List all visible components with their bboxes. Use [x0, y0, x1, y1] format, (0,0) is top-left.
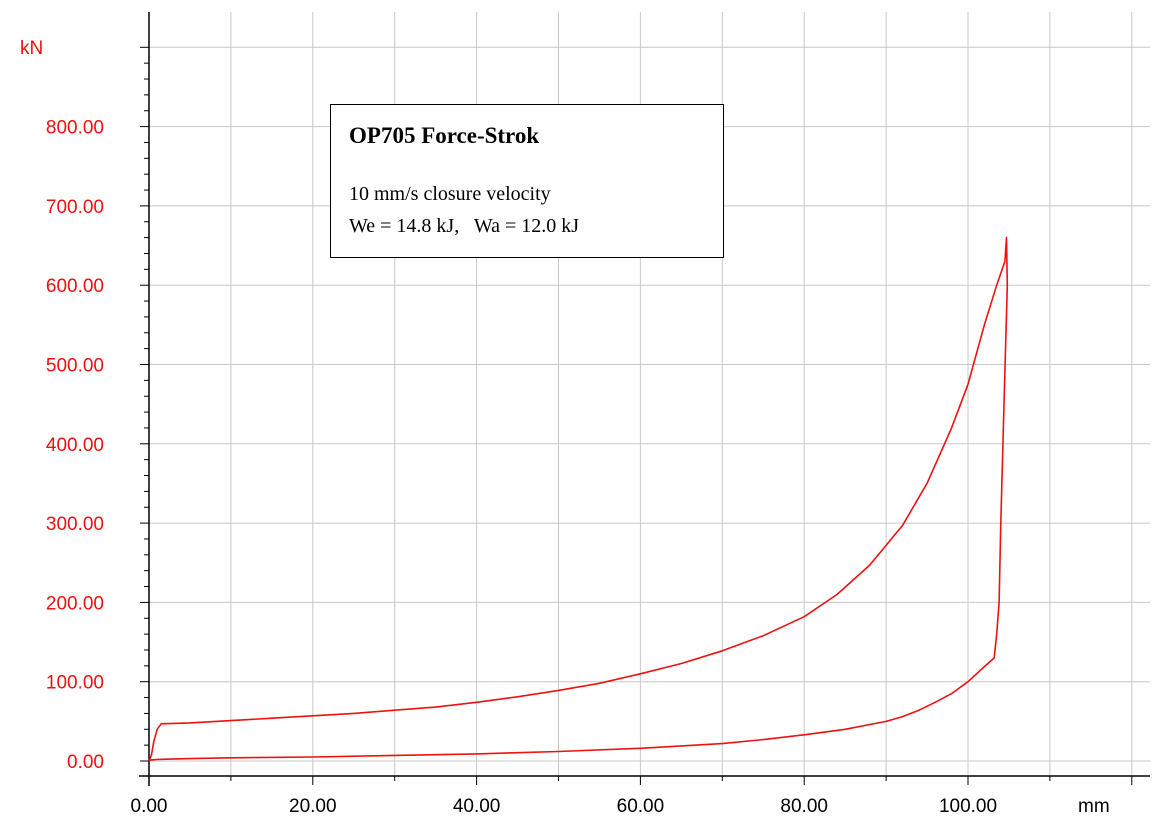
y-tick-label: 400.00: [46, 435, 104, 456]
series-group: [148, 236, 1009, 762]
y-tick-label: 200.00: [46, 593, 104, 614]
axes: [139, 12, 1150, 786]
x-tick-labels: 0.00 20.00 40.00 60.00 80.00 100.00: [131, 796, 998, 817]
y-tick-label: 700.00: [46, 197, 104, 218]
y-tick-label: 800.00: [46, 118, 104, 139]
y-tick-label: 0.00: [67, 752, 104, 773]
y-tick-label: 600.00: [46, 276, 104, 297]
x-axis-label: mm: [1078, 796, 1110, 817]
y-tick-label: 300.00: [46, 514, 104, 535]
x-tick-label: 100.00: [939, 796, 997, 817]
x-tick-label: 40.00: [453, 796, 501, 817]
y-tick-label: 100.00: [46, 673, 104, 694]
y-tick-labels: 0.00 100.00 200.00 300.00 400.00 500.00 600.00…: [46, 118, 104, 773]
chart-title: OP705 Force-Strok: [349, 123, 540, 148]
x-tick-label: 80.00: [780, 796, 828, 817]
force-stroke-curve: [148, 236, 1009, 762]
x-tick-label: 20.00: [289, 796, 337, 817]
title-box: OP705 Force-Strok 10 mm/s closure veloci…: [330, 104, 724, 258]
annotation-energy: We = 14.8 kJ, Wa = 12.0 kJ: [349, 215, 580, 237]
y-axis-label: kN: [20, 38, 43, 59]
annotation-velocity: 10 mm/s closure velocity: [349, 183, 551, 205]
y-tick-label: 500.00: [46, 356, 104, 377]
x-tick-label: 60.00: [617, 796, 665, 817]
x-tick-label: 0.00: [131, 796, 168, 817]
